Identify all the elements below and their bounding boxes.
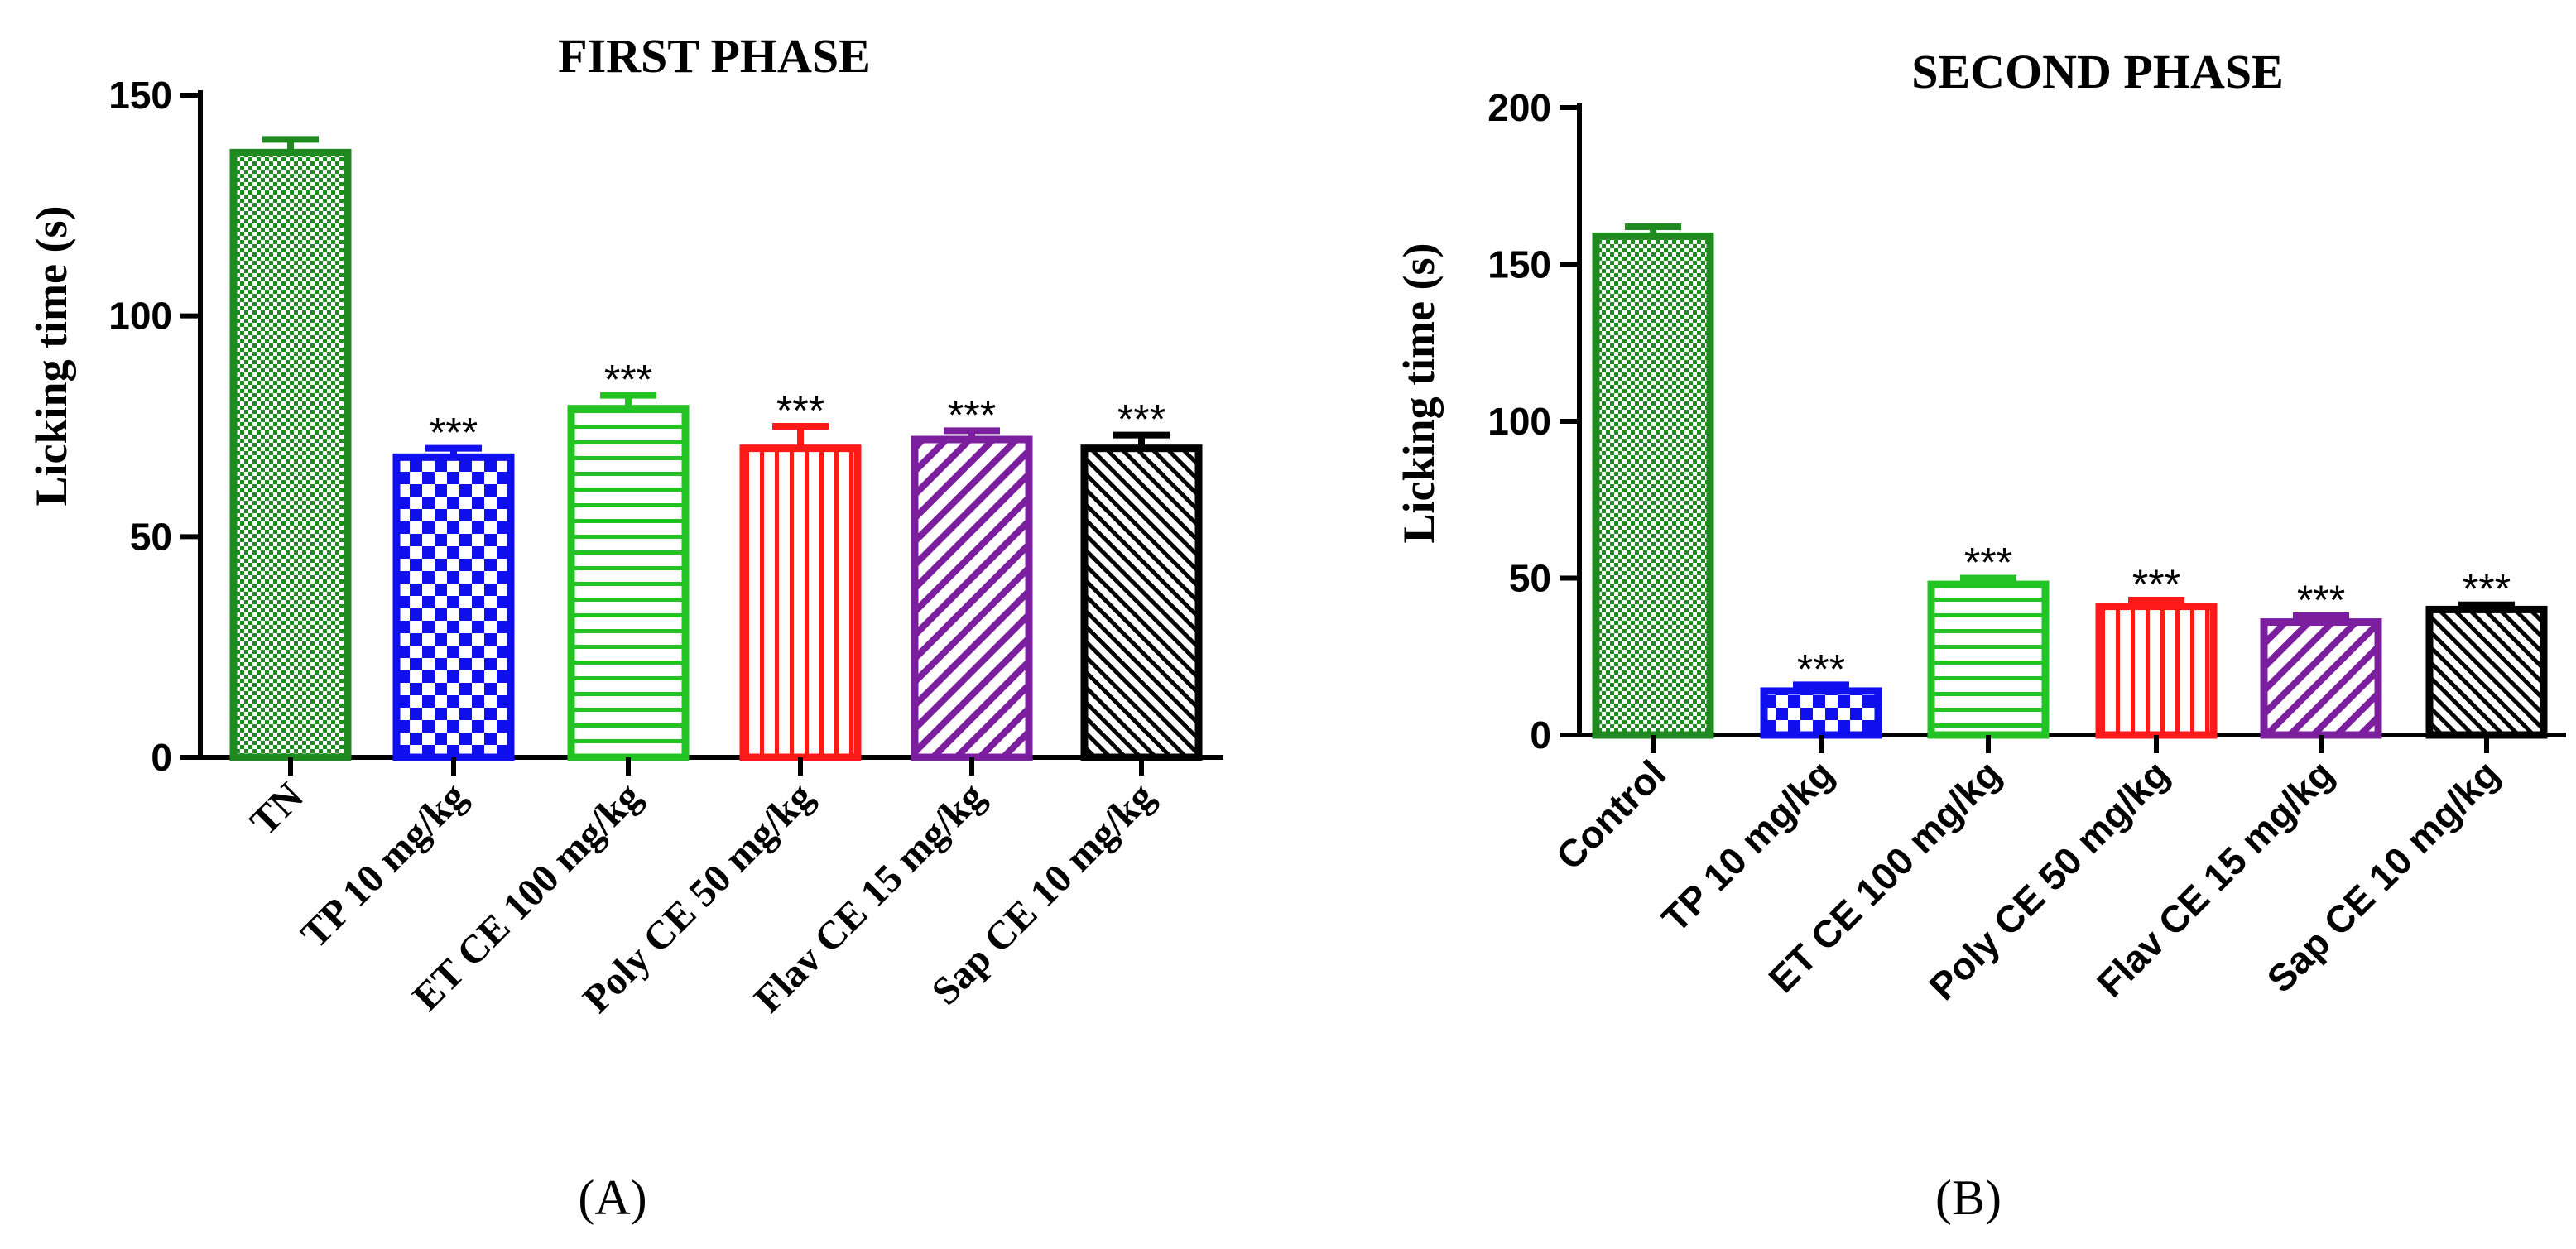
significance-label: *** [1117,396,1165,443]
x-category-label: Control [1548,752,1674,877]
bar [229,148,352,761]
significance-label: *** [604,357,652,403]
panel-b-label: (B) [1935,1170,2002,1225]
significance-label: *** [2297,577,2345,623]
significance-label: *** [776,387,824,434]
significance-label: *** [948,392,996,438]
panel-a-title: FIRST PHASE [558,29,871,83]
bar [392,453,515,761]
panel-a-label: (A) [578,1170,646,1225]
y-tick-label: 150 [1487,243,1551,286]
y-tick-label: 100 [108,295,172,338]
bar [1592,232,1714,739]
y-tick-label: 200 [1487,86,1551,129]
bar [1927,580,2050,739]
y-tick-label: 50 [1509,557,1551,600]
bar [1080,444,1203,761]
y-tick-label: 0 [151,736,172,779]
x-category-label: TP 10 mg/kg [292,774,474,956]
panel-b-title: SECOND PHASE [1911,45,2284,98]
bar [2425,605,2548,739]
panel-b-chart: SECOND PHASE Licking time (s) (B) 0 50 100… [1394,45,2566,1225]
panel-b-y-axis-label: Licking time (s) [1394,243,1444,544]
significance-label: *** [1797,646,1845,692]
y-tick-label: 0 [1530,713,1551,757]
y-tick-label: 50 [130,515,172,558]
significance-label: *** [430,410,478,456]
bar [911,435,1033,761]
x-category-label: TP 10 mg/kg [1653,752,1842,940]
x-category-label: TN [242,774,312,844]
panel-a-y-axis-label: Licking time (s) [26,206,76,507]
bar [2260,618,2382,739]
bar [2095,603,2218,739]
y-tick-label: 100 [1487,400,1551,443]
significance-label: *** [2132,561,2180,608]
bar [567,405,690,761]
bar [1760,687,1882,739]
significance-label: *** [1964,540,2012,586]
y-tick-label: 150 [108,74,172,117]
panel-a-chart: FIRST PHASE Licking time (s) (A) 0 50 100 1… [26,29,1223,1225]
bar [739,444,862,761]
significance-label: *** [2463,566,2511,612]
